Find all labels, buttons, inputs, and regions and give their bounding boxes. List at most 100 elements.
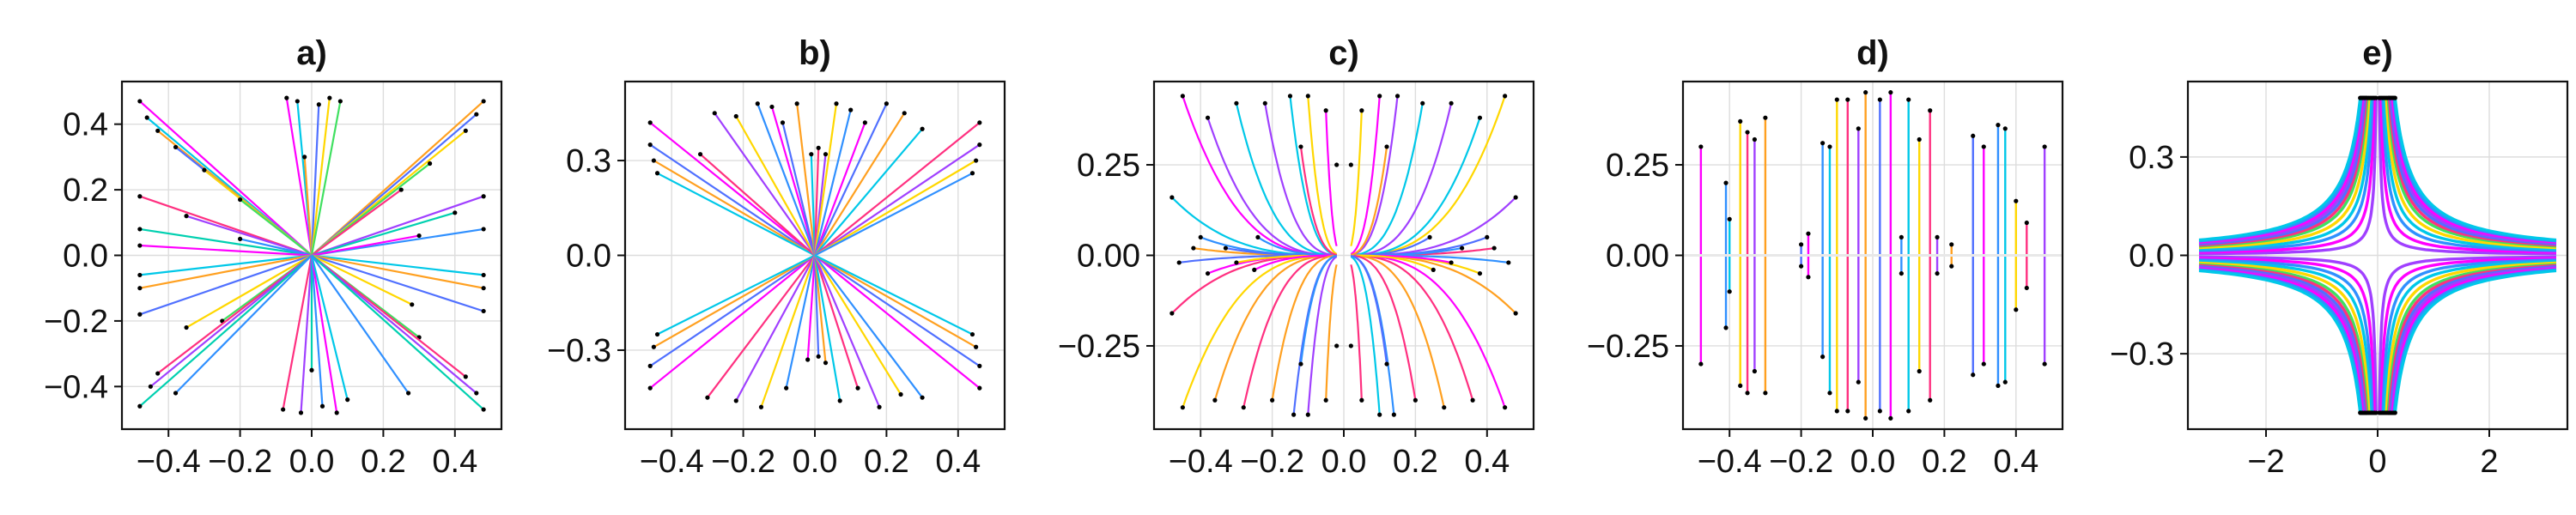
panel-c-endpoint-33 xyxy=(1513,311,1518,316)
panel-b-series-34 xyxy=(813,255,827,363)
panel-c-series-45 xyxy=(1351,254,1417,401)
panel-b-series-40 xyxy=(814,254,981,389)
panel-b-endpoint-32 xyxy=(805,357,811,362)
panel-b-endpoint-22 xyxy=(974,158,979,163)
panel-a-endpoint-12 xyxy=(137,286,143,291)
panel-c-endpoint-39 xyxy=(1460,245,1465,251)
panel-d-endpoint-32 xyxy=(1888,415,1893,421)
panel-d-y-axis: −0.25 0.00 0.25 xyxy=(1587,148,1683,365)
panel-d-endpoint-58 xyxy=(2042,361,2047,367)
panel-c-endpoint-29 xyxy=(1492,245,1497,251)
panel-b-series-42 xyxy=(814,254,977,348)
panel-a-endpoint-18 xyxy=(137,403,143,409)
panel-c-endpoint-27 xyxy=(1334,343,1340,348)
panel-c-series-44 xyxy=(1351,254,1434,271)
panel-d-xtick-label-1: −0.2 xyxy=(1769,444,1833,480)
panel-b-endpoint-20 xyxy=(977,120,982,125)
panel-a-series-16 xyxy=(157,254,313,374)
panel-a-xtick-label-0: −0.4 xyxy=(137,444,201,480)
panel-c-series-24 xyxy=(1325,110,1338,247)
panel-a-endpoint-30 xyxy=(334,410,339,415)
panel-c-xtick-label-0: −0.4 xyxy=(1169,444,1233,480)
panel-e-endpoint-47 xyxy=(2358,410,2363,415)
panel-c-endpoint-47 xyxy=(1391,412,1396,417)
panel-b-endpoint-37 xyxy=(877,404,882,409)
panel-b-series-31 xyxy=(785,255,817,389)
panel-b-endpoint-21 xyxy=(977,142,982,148)
panel-e-series-41 xyxy=(2392,268,2557,414)
panel-c-endpoint-52 xyxy=(1359,108,1364,113)
panel-d-endpoint-3 xyxy=(1723,180,1728,185)
panel-a-series-33 xyxy=(311,113,477,257)
panel-a-endpoint-32 xyxy=(481,99,486,104)
panel-d-endpoint-1 xyxy=(1698,144,1704,149)
panel-a-y-axis: −0.4 −0.2 0.0 0.2 0.4 xyxy=(44,107,122,405)
panel-a-endpoint-37 xyxy=(481,194,486,199)
panel-d-endpoint-51 xyxy=(1996,123,2001,128)
panel-c-endpoint-2 xyxy=(1170,195,1175,200)
panel-a-series-40 xyxy=(311,234,420,257)
panel-c-endpoint-45 xyxy=(1413,397,1418,403)
panel-a-endpoint-42 xyxy=(481,286,486,291)
panel-c-endpoint-31 xyxy=(1506,260,1511,265)
panel-c-title: c) xyxy=(1328,34,1359,72)
panel-b-series-9 xyxy=(781,122,817,256)
panel-b-series-2 xyxy=(653,160,816,257)
panel-e-endpoint-46 xyxy=(2358,95,2363,100)
panel-c-endpoint-37 xyxy=(1470,397,1475,403)
panel-a-endpoint-29 xyxy=(319,403,325,409)
panel-c-grid xyxy=(1154,82,1534,429)
panel-e-series-5 xyxy=(2379,257,2557,413)
panel-b-endpoint-17 xyxy=(884,101,889,106)
panel-a-endpoint-0 xyxy=(137,99,143,104)
panel-e: e) −2 0 2 −0.3 0.0 0.3 xyxy=(2110,34,2569,480)
panel-b-xtick-label-3: 0.2 xyxy=(864,444,909,480)
panel-a-endpoint-43 xyxy=(481,308,486,314)
panel-d-endpoint-6 xyxy=(1738,383,1743,388)
panel-a-endpoint-26 xyxy=(281,407,286,412)
panel-e-series-13 xyxy=(2383,260,2557,413)
panel-b-endpoint-27 xyxy=(654,331,660,337)
panel-e-series-36 xyxy=(2391,97,2557,244)
panel-d-endpoint-50 xyxy=(1996,383,2001,388)
panel-c-series-42 xyxy=(1351,103,1424,257)
panel-d-endpoint-15 xyxy=(1799,242,1804,247)
panel-c-endpoint-6 xyxy=(1205,115,1211,120)
panel-a-endpoint-33 xyxy=(474,112,479,117)
panel-c-series-17 xyxy=(1271,254,1337,401)
panel-a-series-20 xyxy=(285,97,313,256)
panel-a-endpoint-6 xyxy=(137,194,143,199)
panel-e-series-30 xyxy=(2198,97,2366,246)
panel-c-endpoint-8 xyxy=(1205,270,1211,276)
panel-a-series-18 xyxy=(139,254,313,408)
panel-b-series-14 xyxy=(813,103,838,256)
panel-b-ytick-label-0: −0.3 xyxy=(547,333,611,369)
panel-c-endpoint-48 xyxy=(1377,94,1382,99)
panel-e-series-43 xyxy=(2198,268,2363,414)
panel-e-series-8 xyxy=(2381,98,2557,252)
panel-c-endpoint-36 xyxy=(1477,270,1483,276)
panel-b-series-27 xyxy=(657,254,816,336)
panel-b-xtick-label-4: 0.4 xyxy=(935,444,981,480)
panel-c-series-10 xyxy=(1235,103,1337,257)
panel-a-endpoint-48 xyxy=(481,407,486,412)
panel-d-endpoint-55 xyxy=(2014,198,2019,203)
panel-c-endpoint-12 xyxy=(1234,260,1239,265)
panel-a-endpoint-4 xyxy=(202,167,207,173)
panel-a-endpoint-28 xyxy=(309,367,314,373)
panel-a-ytick-label-0: −0.4 xyxy=(44,369,108,405)
panel-c-series-14 xyxy=(1264,103,1337,257)
panel-a-endpoint-34 xyxy=(463,128,468,133)
panel-b-series-12 xyxy=(813,148,820,256)
panel-a-series-31 xyxy=(310,255,349,400)
panel-b-endpoint-10 xyxy=(794,101,799,106)
panel-b-series-1 xyxy=(649,143,816,257)
panel-b-series-10 xyxy=(796,103,817,256)
panel-c-endpoint-15 xyxy=(1255,234,1261,240)
panel-b-endpoint-24 xyxy=(647,385,653,391)
panel-a: a) −0.4 −0.2 0.0 0.2 0.4 −0.4−0.20.00.20.4 xyxy=(44,34,503,480)
panel-d-endpoint-36 xyxy=(1906,409,1911,414)
panel-b-series-38 xyxy=(814,254,902,396)
panel-c-series-41 xyxy=(1351,254,1445,408)
